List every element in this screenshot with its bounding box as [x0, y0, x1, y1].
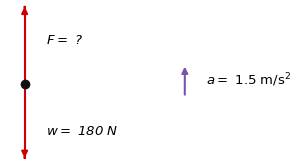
Text: $a =$ 1.5 m/s$^2$: $a =$ 1.5 m/s$^2$ [206, 72, 292, 89]
Text: $F =$ ?: $F =$ ? [46, 34, 83, 47]
Text: $w =$ 180 N: $w =$ 180 N [46, 124, 119, 138]
